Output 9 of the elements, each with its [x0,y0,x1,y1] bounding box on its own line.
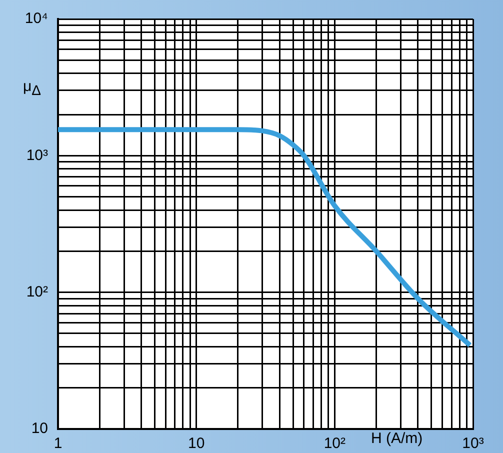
x-tick-label: 10 [188,435,205,452]
x-tick-label: 10³ [462,435,484,452]
x-tick-label: 1 [54,435,62,452]
y-tick-label: 10 [31,420,48,438]
y-tick-label: 10² [26,283,48,300]
y-tick-label: 10⁴ [24,10,48,28]
y-tick-label: 10³ [26,146,48,164]
x-tick-label: 10² [324,435,346,452]
x-axis-title: H (A/m) [371,430,423,447]
